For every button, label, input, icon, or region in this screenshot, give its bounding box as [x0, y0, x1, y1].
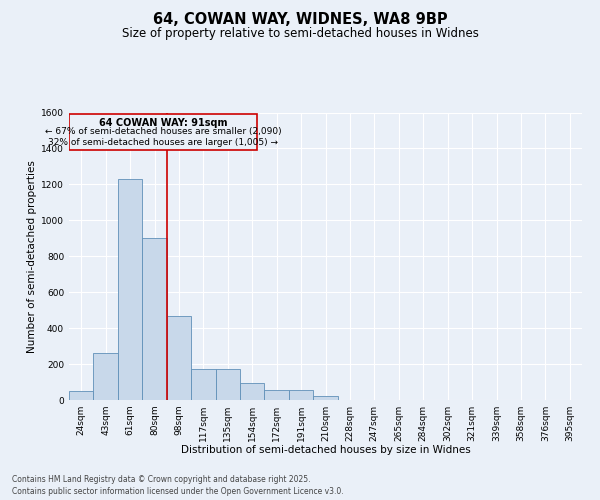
- Text: 32% of semi-detached houses are larger (1,005) →: 32% of semi-detached houses are larger (…: [48, 138, 278, 147]
- Bar: [265, 390, 289, 400]
- Bar: [191, 370, 215, 400]
- Y-axis label: Number of semi-detached properties: Number of semi-detached properties: [27, 160, 37, 352]
- Bar: [94, 354, 118, 400]
- X-axis label: Distribution of semi-detached houses by size in Widnes: Distribution of semi-detached houses by …: [181, 446, 470, 456]
- Text: 64 COWAN WAY: 91sqm: 64 COWAN WAY: 91sqm: [99, 118, 227, 128]
- Bar: [69, 114, 257, 150]
- Bar: [289, 390, 313, 400]
- Text: Contains HM Land Registry data © Crown copyright and database right 2025.: Contains HM Land Registry data © Crown c…: [12, 475, 311, 484]
- Text: ← 67% of semi-detached houses are smaller (2,090): ← 67% of semi-detached houses are smalle…: [45, 128, 281, 136]
- Bar: [240, 383, 265, 400]
- Text: 64, COWAN WAY, WIDNES, WA8 9BP: 64, COWAN WAY, WIDNES, WA8 9BP: [152, 12, 448, 28]
- Bar: [167, 316, 191, 400]
- Text: Contains public sector information licensed under the Open Government Licence v3: Contains public sector information licen…: [12, 487, 344, 496]
- Bar: [69, 391, 94, 400]
- Bar: [142, 238, 167, 400]
- Bar: [118, 179, 142, 400]
- Text: Size of property relative to semi-detached houses in Widnes: Size of property relative to semi-detach…: [122, 28, 478, 40]
- Bar: [215, 370, 240, 400]
- Bar: [313, 396, 338, 400]
